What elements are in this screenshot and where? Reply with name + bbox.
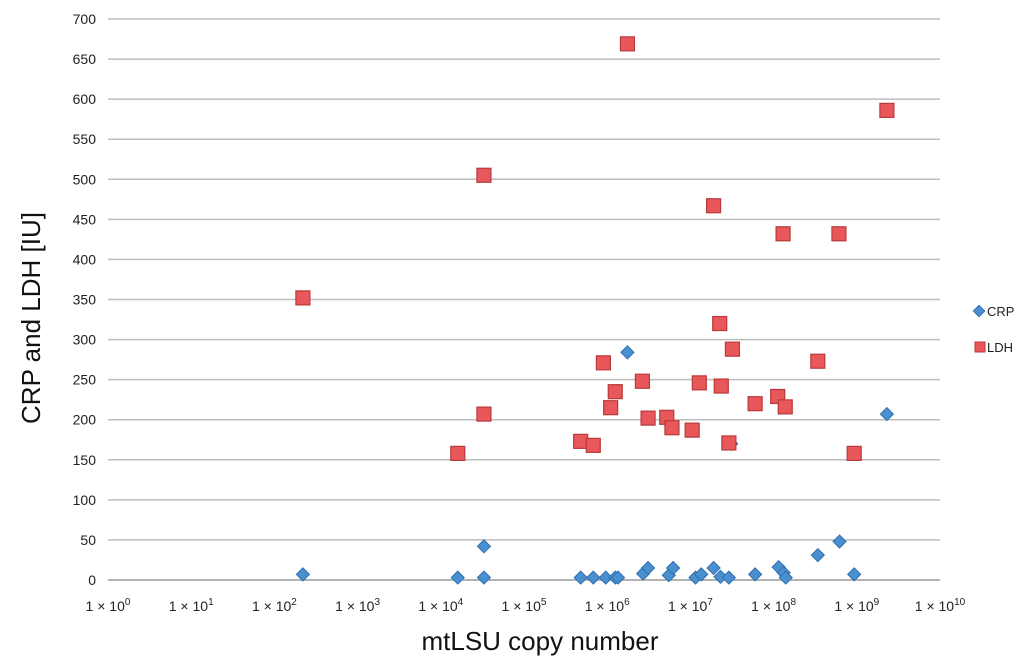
- data-point-crp: [846, 567, 862, 582]
- x-tick-label: 1 × 107: [668, 597, 713, 614]
- y-tick-label: 650: [73, 51, 97, 67]
- data-point-ldh: [747, 396, 763, 412]
- data-point-ldh: [810, 353, 826, 369]
- y-tick-label: 500: [73, 171, 97, 187]
- legend-marker-crp: [972, 304, 986, 318]
- y-tick-label: 200: [73, 412, 97, 428]
- series-ldh: [295, 36, 895, 461]
- data-point-ldh: [846, 445, 862, 461]
- x-tick-label: 1 × 1010: [915, 597, 966, 614]
- x-tick-label: 1 × 105: [502, 597, 547, 614]
- data-point-crp: [694, 567, 709, 582]
- data-point-ldh: [450, 445, 466, 461]
- series-crp: [295, 345, 895, 585]
- y-tick-label: 550: [73, 131, 97, 147]
- data-point-crp: [610, 570, 626, 585]
- y-axis-ticks: 0 50 100 150 200 250 300 350 400 450 500 550 600 650 7…: [73, 11, 97, 588]
- data-point-crp: [450, 570, 465, 585]
- x-tick-label: 1 × 109: [834, 597, 879, 614]
- data-point-crp: [598, 570, 613, 585]
- y-tick-label: 600: [73, 91, 97, 107]
- y-tick-label: 250: [73, 372, 97, 388]
- legend: CRP LDH: [972, 304, 1014, 355]
- y-tick-label: 700: [73, 11, 97, 27]
- data-point-ldh: [619, 36, 636, 52]
- data-point-crp: [706, 560, 721, 576]
- x-tick-label: 1 × 108: [751, 597, 796, 614]
- x-tick-label: 1 × 103: [335, 597, 380, 614]
- y-tick-label: 50: [80, 532, 96, 548]
- x-tick-label: 1 × 102: [252, 597, 297, 614]
- data-point-ldh: [691, 375, 707, 391]
- data-point-crp: [586, 570, 601, 585]
- data-point-ldh: [713, 378, 729, 394]
- data-point-crp: [721, 570, 737, 585]
- y-tick-label: 400: [73, 251, 97, 267]
- data-point-ldh: [634, 373, 651, 389]
- data-point-crp: [620, 345, 635, 360]
- data-point-ldh: [705, 198, 722, 214]
- data-point-crp: [640, 560, 656, 576]
- legend-item-ldh: LDH: [974, 340, 1013, 355]
- data-point-ldh: [879, 102, 895, 118]
- data-point-ldh: [664, 420, 680, 436]
- data-point-ldh: [573, 433, 589, 449]
- data-point-ldh: [603, 400, 619, 416]
- y-tick-label: 300: [73, 332, 97, 348]
- data-point-crp: [778, 570, 793, 585]
- gridlines: [108, 18, 940, 581]
- y-tick-label: 100: [73, 492, 97, 508]
- data-point-ldh: [724, 341, 741, 357]
- data-point-crp: [810, 547, 826, 563]
- y-tick-label: 0: [88, 572, 96, 588]
- data-point-ldh: [640, 410, 656, 426]
- x-axis-title: mtLSU copy number: [422, 626, 659, 656]
- legend-label-ldh: LDH: [987, 340, 1013, 355]
- data-point-crp: [879, 406, 895, 422]
- legend-label-crp: CRP: [987, 304, 1014, 319]
- x-tick-label: 1 × 104: [418, 597, 463, 614]
- x-axis-ticks: 1 × 100 1 × 101 1 × 102 1 × 103 1 × 104 1 × 1…: [86, 597, 966, 614]
- y-tick-label: 150: [73, 452, 97, 468]
- x-tick-label: 1 × 100: [86, 597, 131, 614]
- data-point-crp: [832, 534, 847, 549]
- data-point-ldh: [295, 290, 311, 306]
- y-tick-label: 450: [73, 211, 97, 227]
- data-point-crp: [295, 567, 311, 582]
- data-point-crp: [476, 570, 492, 585]
- data-point-ldh: [777, 399, 793, 415]
- data-point-ldh: [476, 167, 492, 183]
- data-point-ldh: [684, 422, 700, 438]
- x-tick-label: 1 × 106: [585, 597, 630, 614]
- legend-marker-ldh: [974, 341, 986, 353]
- legend-item-crp: CRP: [972, 304, 1014, 319]
- data-point-ldh: [595, 355, 611, 371]
- data-point-ldh: [712, 315, 728, 332]
- data-point-crp: [747, 567, 763, 582]
- data-point-ldh: [831, 226, 847, 242]
- data-point-ldh: [775, 226, 791, 242]
- data-point-ldh: [721, 435, 737, 451]
- y-tick-label: 350: [73, 292, 97, 308]
- data-point-crp: [476, 539, 492, 554]
- data-point-crp: [573, 570, 588, 585]
- y-axis-title: CRP and LDH [IU]: [16, 212, 46, 424]
- x-tick-label: 1 × 101: [169, 597, 214, 614]
- data-point-ldh: [607, 384, 623, 400]
- data-point-crp: [665, 560, 681, 576]
- data-points: [295, 36, 895, 585]
- data-point-ldh: [585, 437, 601, 453]
- data-point-ldh: [476, 406, 492, 422]
